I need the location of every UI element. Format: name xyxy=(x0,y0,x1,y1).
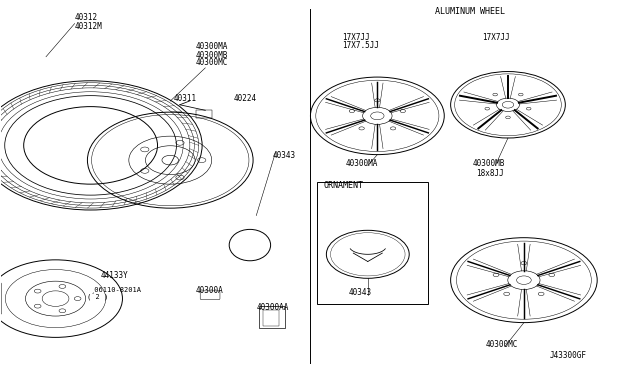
Text: 40312M: 40312M xyxy=(75,22,102,31)
Text: 40312: 40312 xyxy=(75,13,98,22)
Text: ¸06110-8201A: ¸06110-8201A xyxy=(91,286,141,293)
Bar xyxy=(196,110,212,118)
Text: 40300MC: 40300MC xyxy=(196,58,228,67)
Text: ORNAMENT: ORNAMENT xyxy=(323,181,363,190)
Text: ALUMINUM WHEEL: ALUMINUM WHEEL xyxy=(435,7,505,16)
Text: ( 2 ): ( 2 ) xyxy=(88,294,109,300)
Text: 40224: 40224 xyxy=(234,94,257,103)
Text: 18x8JJ: 18x8JJ xyxy=(476,169,504,178)
Text: 40300MB: 40300MB xyxy=(196,51,228,60)
Text: 40300MC: 40300MC xyxy=(486,340,518,349)
Text: 44133Y: 44133Y xyxy=(100,271,128,280)
Text: 17X7JJ: 17X7JJ xyxy=(342,33,370,42)
Text: 40300AA: 40300AA xyxy=(256,303,289,312)
Text: 40300MA: 40300MA xyxy=(196,42,228,51)
Circle shape xyxy=(24,107,157,184)
Text: 40311: 40311 xyxy=(173,94,196,103)
Text: 17X7.5JJ: 17X7.5JJ xyxy=(342,41,380,49)
Text: 40300MB: 40300MB xyxy=(473,159,506,168)
Text: 40300A: 40300A xyxy=(196,286,223,295)
Text: 17X7JJ: 17X7JJ xyxy=(483,33,510,42)
Bar xyxy=(317,182,428,304)
Text: 40300MA: 40300MA xyxy=(346,159,378,168)
Bar xyxy=(259,306,285,328)
Text: J43300GF: J43300GF xyxy=(549,351,586,360)
Text: 40343: 40343 xyxy=(272,151,295,160)
Text: 40343: 40343 xyxy=(349,288,372,297)
Bar xyxy=(262,310,278,326)
